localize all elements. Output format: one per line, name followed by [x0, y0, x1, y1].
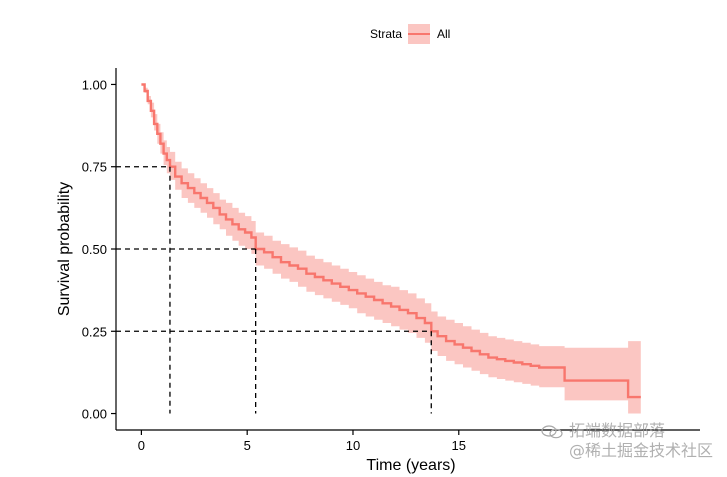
legend: Strata All [370, 24, 450, 44]
x-tick-label: 0 [138, 438, 145, 453]
y-tick-label: 0.25 [82, 324, 107, 339]
y-axis-ticks: 0.00 0.25 0.50 0.75 1.00 [82, 77, 116, 422]
x-axis-ticks: 0 5 10 15 [138, 430, 466, 453]
plot-area [116, 83, 641, 414]
y-tick-label: 0.75 [82, 160, 107, 175]
y-axis-title: Survival probability [56, 182, 73, 316]
watermark-line-1: 拓端数据部落 [568, 421, 665, 440]
median-reference-lines [116, 166, 432, 414]
survival-curve-all [141, 83, 641, 399]
x-tick-label: 5 [244, 438, 251, 453]
y-tick-label: 1.00 [82, 77, 107, 92]
watermark: 拓端数据部落 @稀土掘金技术社区 [541, 421, 713, 461]
legend-title: Strata [370, 27, 402, 41]
watermark-line-2: @稀土掘金技术社区 [568, 441, 713, 460]
y-tick-label: 0.50 [82, 242, 107, 257]
x-tick-label: 15 [452, 438, 466, 453]
x-axis-title: Time (years) [366, 457, 455, 474]
y-tick-label: 0.00 [82, 407, 107, 422]
x-tick-label: 10 [346, 438, 360, 453]
legend-entry-all: All [437, 27, 450, 41]
wechat-icon [541, 425, 563, 439]
axes: 0.00 0.25 0.50 0.75 1.00 0 5 10 15 Time (years)… [56, 68, 700, 474]
